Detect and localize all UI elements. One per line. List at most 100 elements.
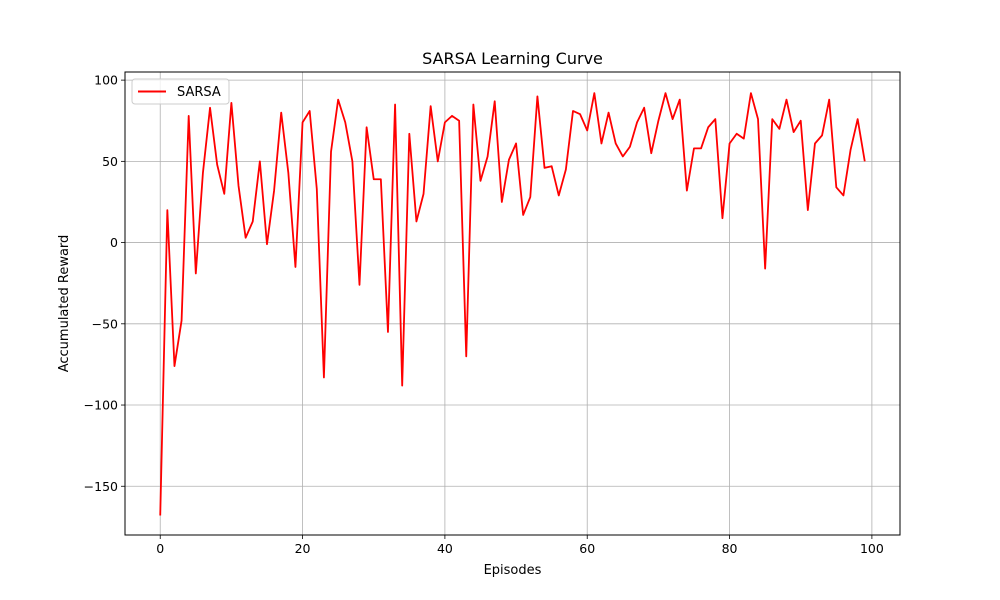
data-point: [259, 160, 261, 162]
y-tick-label: 100: [94, 73, 118, 88]
plot-frame: [124, 71, 901, 536]
data-point: [736, 133, 738, 135]
data-point: [672, 118, 674, 120]
data-point: [358, 284, 360, 286]
data-point: [608, 112, 610, 114]
data-point: [294, 266, 296, 268]
data-point: [522, 214, 524, 216]
data-point: [793, 131, 795, 133]
data-point: [622, 155, 624, 157]
data-point: [309, 110, 311, 112]
data-point: [380, 178, 382, 180]
data-point: [344, 121, 346, 123]
data-point: [721, 217, 723, 219]
legend: SARSA: [131, 78, 230, 105]
data-point: [686, 190, 688, 192]
data-point: [515, 142, 517, 144]
data-point: [401, 385, 403, 387]
data-point: [387, 331, 389, 333]
data-point: [700, 147, 702, 149]
data-point: [800, 120, 802, 122]
data-point: [835, 186, 837, 188]
data-point: [330, 151, 332, 153]
data-point: [743, 138, 745, 140]
series-layer: [159, 92, 866, 516]
chart-title: SARSA Learning Curve: [422, 49, 603, 68]
data-point: [565, 168, 567, 170]
data-point: [821, 134, 823, 136]
data-point: [629, 146, 631, 148]
data-point: [771, 118, 773, 120]
data-point: [252, 220, 254, 222]
x-tick-label: 0: [156, 541, 164, 556]
data-point: [757, 118, 759, 120]
data-point: [693, 147, 695, 149]
data-point: [572, 110, 574, 112]
data-point: [814, 142, 816, 144]
data-point: [501, 201, 503, 203]
x-tick-label: 80: [722, 541, 738, 556]
y-tick-label: 50: [102, 154, 118, 169]
data-point: [529, 196, 531, 198]
data-point: [544, 167, 546, 169]
data-point: [508, 159, 510, 161]
data-point: [778, 128, 780, 130]
data-point: [665, 92, 667, 94]
data-point: [615, 142, 617, 144]
data-point: [302, 121, 304, 123]
data-point: [807, 209, 809, 211]
data-point: [423, 193, 425, 195]
data-point: [579, 113, 581, 115]
data-point: [415, 220, 417, 222]
data-point: [600, 142, 602, 144]
data-point: [437, 160, 439, 162]
data-point: [223, 193, 225, 195]
data-point: [729, 142, 731, 144]
x-tick-label: 100: [860, 541, 884, 556]
data-point: [679, 99, 681, 101]
y-tick-label: −100: [84, 398, 118, 413]
data-point: [850, 149, 852, 151]
data-point: [785, 99, 787, 101]
data-point: [166, 209, 168, 211]
data-point: [287, 172, 289, 174]
data-point: [842, 194, 844, 196]
data-point: [173, 365, 175, 367]
x-tick-label: 60: [579, 541, 595, 556]
data-point: [714, 118, 716, 120]
data-point: [707, 126, 709, 128]
data-point: [657, 120, 659, 122]
data-point: [636, 121, 638, 123]
data-point: [479, 180, 481, 182]
data-point: [828, 99, 830, 101]
data-point: [266, 243, 268, 245]
data-point: [188, 115, 190, 117]
data-point: [458, 120, 460, 122]
data-point: [536, 95, 538, 97]
data-point: [280, 112, 282, 114]
data-point: [373, 178, 375, 180]
data-point: [430, 105, 432, 107]
data-point: [551, 165, 553, 167]
data-point: [245, 237, 247, 239]
axis-ticks: 0 20 40 60 80 100 −150 −100 −50 0 50 100: [84, 73, 884, 556]
data-point: [472, 103, 474, 105]
data-point: [159, 515, 161, 517]
data-point: [238, 185, 240, 187]
data-point: [465, 355, 467, 357]
data-point: [209, 107, 211, 109]
x-tick-label: 40: [437, 541, 453, 556]
data-point: [351, 160, 353, 162]
data-point: [202, 172, 204, 174]
data-point: [216, 164, 218, 166]
data-point: [195, 272, 197, 274]
data-point: [394, 103, 396, 105]
data-point: [444, 121, 446, 123]
data-point: [181, 320, 183, 322]
y-tick-label: −150: [84, 479, 118, 494]
x-tick-label: 20: [295, 541, 311, 556]
data-point: [764, 268, 766, 270]
series-line-sarsa: [159, 92, 866, 516]
